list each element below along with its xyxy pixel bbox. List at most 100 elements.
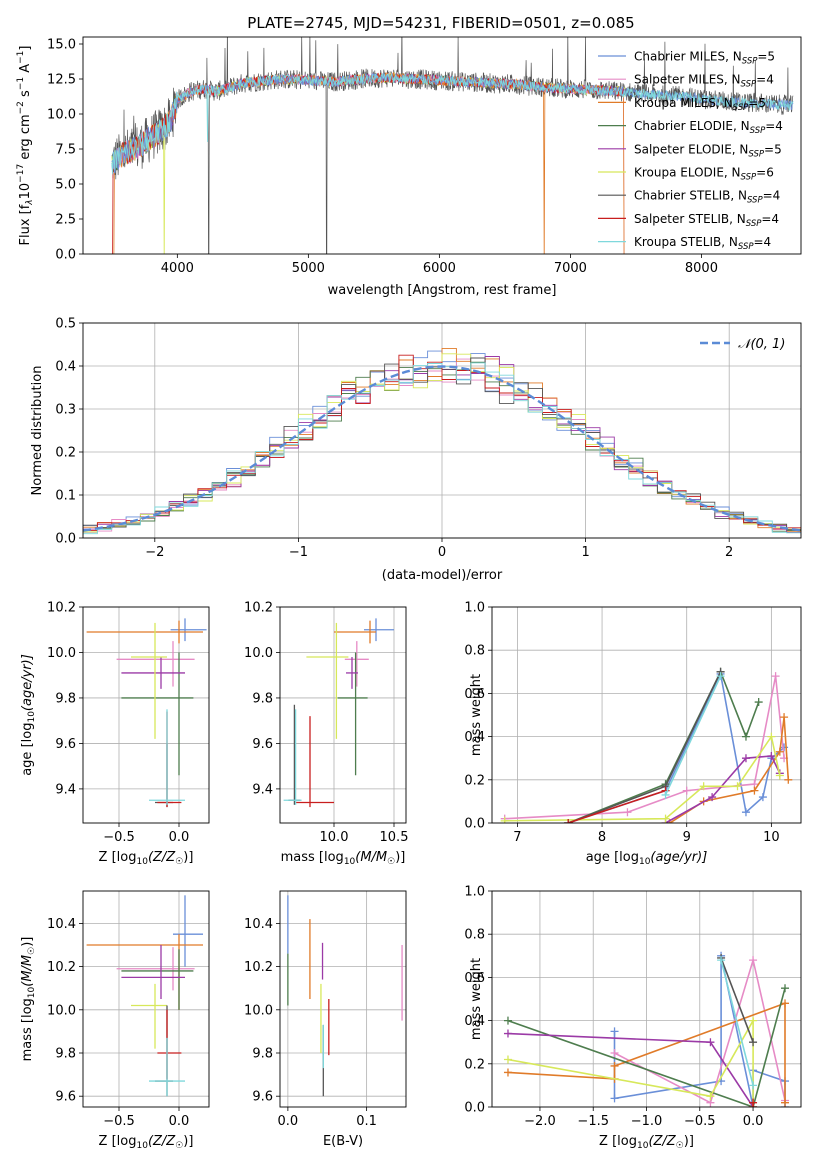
axes-frame [279, 890, 407, 1108]
weight-marker [749, 1098, 758, 1107]
x-axis-label: (data-model)/error [382, 568, 503, 583]
y-tick-label: 0.0 [464, 1101, 485, 1116]
weight-marker [699, 782, 708, 791]
normal-curve [82, 365, 802, 532]
x-tick-label: −2 [145, 545, 164, 560]
y-tick-label: 0.2 [464, 1057, 485, 1072]
weight-series-line [567, 789, 666, 823]
weight-marker [661, 814, 670, 823]
y-tick-label: 9.4 [55, 782, 76, 797]
weight-series-line [669, 717, 790, 823]
weight-marker [717, 956, 726, 965]
data-point [131, 622, 167, 739]
weight-marker [750, 786, 759, 795]
x-tick-label: 7000 [554, 261, 587, 276]
y-tick-label: 10.4 [244, 917, 273, 932]
weight-marker [749, 1016, 758, 1025]
weight-marker [741, 808, 750, 817]
y-tick-label: 0.6 [464, 971, 485, 986]
y-tick-label: 10.2 [47, 601, 76, 616]
weight-marker [503, 1068, 512, 1077]
weight-series-line [720, 959, 754, 1086]
axes-frame [491, 606, 802, 824]
data-point [86, 620, 203, 644]
weight-series-line [507, 1017, 754, 1107]
legend-entry: 𝒩(0, 1) [738, 337, 785, 352]
y-tick-label: 2.5 [55, 213, 76, 228]
y-tick-label: 10.0 [244, 1003, 273, 1018]
y-tick-label: 15.0 [47, 38, 76, 53]
weight-marker [767, 752, 776, 761]
axes-frame [491, 890, 802, 1108]
weight-marker [749, 956, 758, 965]
x-tick-label: 5000 [292, 261, 325, 276]
data-point [364, 618, 394, 642]
legend-entry: Chabrier MILES, NSSP=5 [634, 50, 775, 67]
x-axis-label: Z [log10(Z/Z☉)] [99, 850, 194, 867]
y-tick-label: 1.0 [464, 601, 485, 616]
weight-marker [741, 732, 750, 741]
y-axis-label: mass [log10(M/M☉)] [20, 937, 37, 1062]
weight-series-line [507, 987, 786, 1107]
legend-entry: Kroupa ELODIE, NSSP=6 [634, 166, 774, 183]
data-point [116, 947, 195, 991]
weight-marker [610, 1094, 619, 1103]
y-tick-label: 0.4 [464, 1014, 485, 1029]
legend-entry: Kroupa STELIB, NSSP=4 [634, 235, 771, 252]
x-tick-label: 0.0 [169, 830, 190, 845]
weight-series-line [567, 671, 722, 823]
y-tick-label: 0.2 [55, 446, 76, 461]
y-axis-label: age [log10(age/yr)] [20, 654, 37, 776]
data-point [155, 1005, 173, 1097]
weight-marker [741, 754, 750, 763]
weight-marker [706, 1092, 715, 1101]
y-tick-label: 9.8 [252, 691, 273, 706]
y-tick-label: 12.5 [47, 73, 76, 88]
data-point [288, 704, 301, 805]
y-tick-label: 0.0 [464, 817, 485, 832]
weight-series-line [567, 671, 785, 823]
y-tick-label: 0.3 [55, 403, 76, 418]
y-tick-label: 0.2 [464, 773, 485, 788]
data-point [173, 895, 203, 967]
weight-marker [749, 1038, 758, 1047]
x-axis-label: mass [log10(M/M☉)] [281, 850, 406, 867]
weight-vs-age-panel: 7 8 9 10 0.0 0.2 0.4 0.6 0.8 1.0 age [log10(age/yr… [464, 601, 802, 867]
mass-vs-ebv-panel: 0.0 0.1 9.6 9.8 10.0 10.2 10.4 E(B-V) [244, 890, 407, 1149]
weight-marker [767, 732, 776, 741]
x-tick-label: −0.5 [684, 1114, 716, 1129]
y-tick-label: 9.6 [55, 737, 76, 752]
data-point [121, 945, 185, 999]
spectrum-series-line [111, 72, 794, 175]
x-tick-label: −2.0 [524, 1114, 556, 1129]
weight-marker [775, 771, 784, 780]
weight-marker [754, 698, 763, 707]
weight-marker [708, 793, 717, 802]
y-tick-label: 0.1 [55, 489, 76, 504]
x-axis-label: Z [log10(Z/Z☉)] [599, 1134, 694, 1151]
axes-frame [82, 36, 802, 255]
data-point [283, 709, 302, 805]
legend-entry: Chabrier ELODIE, NSSP=4 [634, 119, 783, 136]
y-tick-label: 0.4 [464, 730, 485, 745]
y-tick-label: 10.2 [244, 601, 273, 616]
x-tick-label: −1.0 [631, 1114, 663, 1129]
y-axis-label: Flux [fλ10−17 erg cm−2 s−1 A−1] [16, 46, 35, 246]
x-tick-label: 1 [581, 545, 589, 560]
legend-entry: Salpeter ELODIE, NSSP=5 [634, 142, 782, 159]
weight-marker [784, 775, 793, 784]
data-point [121, 949, 194, 1010]
x-axis-label: wavelength [Angstrom, rest frame] [328, 283, 557, 298]
mass-vs-z-panel: −0.5 0.0 9.6 9.8 10.0 10.2 10.4 Z [log10(Z/Z☉)]… [20, 890, 210, 1151]
y-tick-label: 10.4 [47, 917, 76, 932]
axes-frame [82, 890, 210, 1108]
data-point [344, 641, 369, 687]
data-point [131, 983, 167, 1049]
y-tick-label: 0.0 [55, 532, 76, 547]
weight-marker [623, 808, 632, 817]
y-tick-label: 10.0 [244, 646, 273, 661]
histogram-series [83, 362, 801, 535]
y-tick-label: 9.6 [252, 1090, 273, 1105]
residual-panel: −2 −1 0 1 2 0.0 0.1 0.2 0.3 0.4 0.5 𝒩(0, 1) (data-mo… [30, 317, 802, 583]
